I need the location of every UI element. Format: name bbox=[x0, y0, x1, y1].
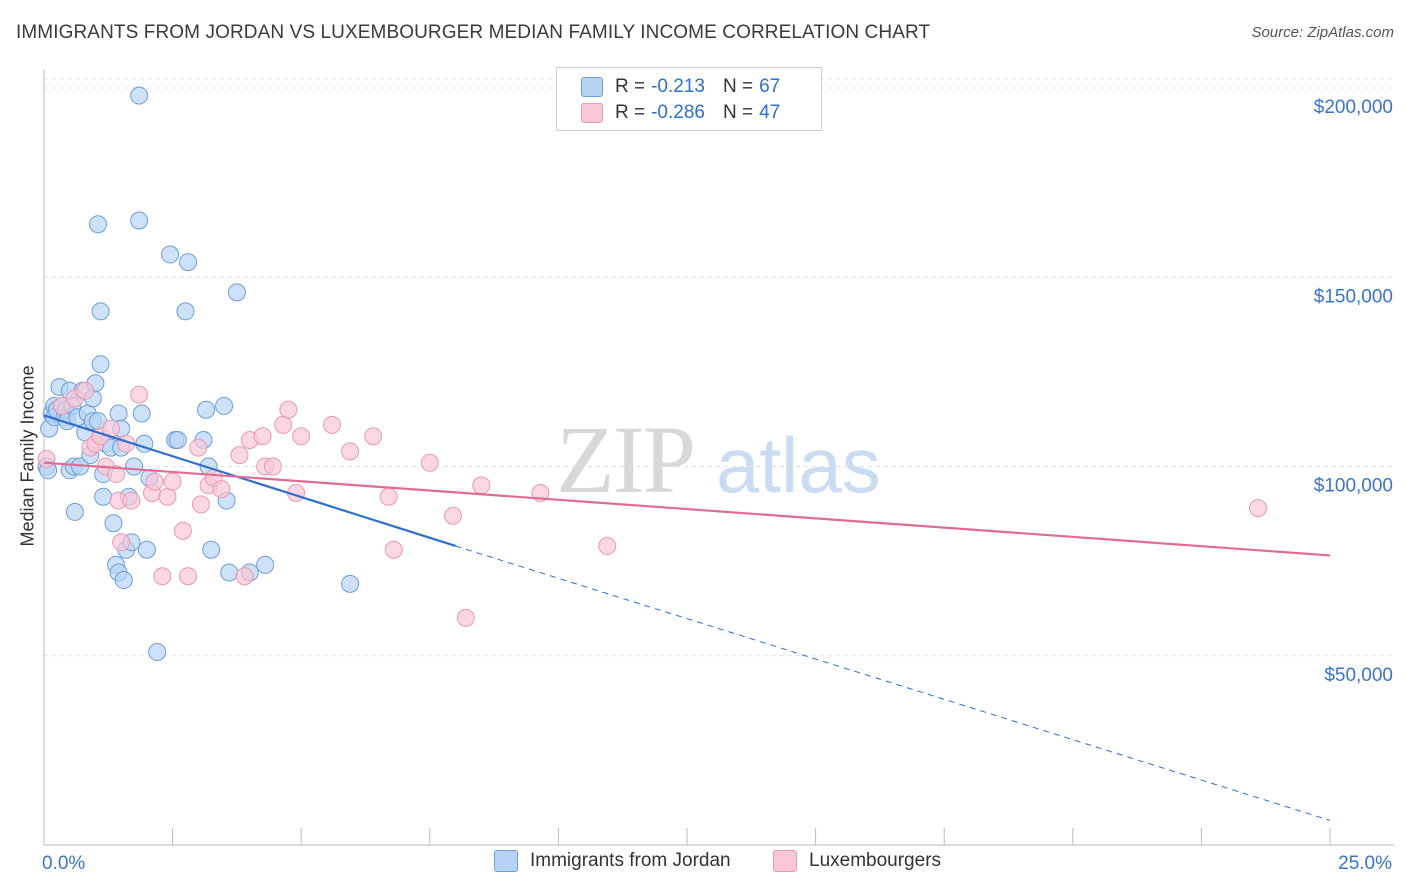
jordan-point bbox=[132, 404, 151, 423]
chart-title: IMMIGRANTS FROM JORDAN VS LUXEMBOURGER M… bbox=[16, 22, 931, 43]
legend-item-luxembourgers[interactable]: Luxembourgers bbox=[773, 850, 941, 872]
jordan-point bbox=[91, 355, 110, 374]
luxembourger-point bbox=[1248, 499, 1267, 518]
jordan-trend-line bbox=[455, 545, 1331, 821]
y-tick-label: $150,000 bbox=[1314, 286, 1393, 307]
watermark-zip: ZIP bbox=[556, 406, 694, 513]
jordan-point bbox=[137, 540, 156, 559]
jordan-point bbox=[109, 404, 128, 423]
luxembourger-point bbox=[263, 457, 282, 476]
r-value: -0.213 bbox=[651, 76, 705, 97]
luxembourger-point bbox=[191, 495, 210, 514]
y-tick-label: $100,000 bbox=[1314, 476, 1393, 497]
luxembourger-point bbox=[379, 487, 398, 506]
n-value: 47 bbox=[759, 102, 781, 123]
luxembourger-point bbox=[153, 567, 172, 586]
luxembourger-point bbox=[189, 438, 208, 457]
luxembourger-point bbox=[598, 536, 617, 555]
luxembourger-point bbox=[323, 415, 342, 434]
r-value: -0.286 bbox=[651, 102, 705, 123]
jordan-point bbox=[104, 514, 123, 533]
jordan-point bbox=[89, 215, 108, 234]
luxembourger-point bbox=[179, 567, 198, 586]
jordan-point bbox=[220, 563, 239, 582]
series-legend: Immigrants from Jordan Luxembourgers bbox=[0, 850, 1406, 878]
jordan-point bbox=[341, 574, 360, 593]
x-tick-label: 25.0% bbox=[1338, 853, 1392, 874]
r-label: R = bbox=[615, 102, 646, 123]
luxembourger-point bbox=[384, 540, 403, 559]
luxembourger-point bbox=[122, 491, 141, 510]
jordan-point bbox=[197, 400, 216, 419]
jordan-point bbox=[215, 396, 234, 415]
luxembourger-point bbox=[76, 381, 95, 400]
luxembourger-point bbox=[163, 472, 182, 491]
jordan-point bbox=[94, 487, 113, 506]
legend-item-jordan[interactable]: Immigrants from Jordan bbox=[494, 850, 731, 872]
jordan-point bbox=[114, 571, 133, 590]
jordan-point bbox=[91, 302, 110, 321]
jordan-swatch bbox=[494, 850, 518, 872]
y-axis-label: Median Family Income bbox=[17, 365, 38, 547]
luxembourger-point bbox=[274, 415, 293, 434]
jordan-point bbox=[161, 245, 180, 264]
stats-row-luxembourg: R = -0.286 N = 47 bbox=[581, 101, 781, 125]
n-value: 67 bbox=[759, 76, 781, 97]
luxembourger-point bbox=[107, 465, 126, 484]
luxembourger-point bbox=[456, 608, 475, 627]
jordan-point bbox=[179, 253, 198, 272]
jordan-point bbox=[168, 431, 187, 450]
stats-legend: R = -0.213 N = 67 R = -0.286 N = 47 bbox=[556, 67, 822, 131]
luxembourger-point bbox=[145, 472, 164, 491]
y-tick-label: $200,000 bbox=[1314, 97, 1393, 118]
luxembourger-point bbox=[364, 427, 383, 446]
luxembourger-point bbox=[292, 427, 311, 446]
n-label: N = bbox=[722, 102, 754, 123]
luxembourger-point bbox=[420, 453, 439, 472]
luxembourger-trend-line bbox=[43, 461, 1331, 557]
jordan-point bbox=[148, 642, 167, 661]
jordan-swatch bbox=[581, 77, 603, 97]
luxembourger-point bbox=[253, 427, 272, 446]
jordan-point bbox=[130, 211, 149, 230]
watermark-atlas: atlas bbox=[716, 421, 881, 509]
luxembourger-point bbox=[173, 521, 192, 540]
jordan-point bbox=[130, 86, 149, 105]
legend-label-luxembourgers: Luxembourgers bbox=[809, 850, 942, 871]
x-tick-label: 0.0% bbox=[42, 853, 85, 874]
r-label: R = bbox=[615, 76, 646, 97]
lux-swatch bbox=[773, 850, 797, 872]
jordan-point bbox=[227, 283, 246, 302]
luxembourger-point bbox=[212, 480, 231, 499]
chart-source: Source: ZipAtlas.com bbox=[1251, 24, 1394, 41]
stats-row-jordan: R = -0.213 N = 67 bbox=[581, 75, 781, 99]
legend-label-jordan: Immigrants from Jordan bbox=[530, 850, 731, 871]
luxembourger-point bbox=[130, 385, 149, 404]
jordan-point bbox=[176, 302, 195, 321]
luxembourger-point bbox=[341, 442, 360, 461]
jordan-point bbox=[202, 540, 221, 559]
luxembourger-point bbox=[158, 487, 177, 506]
y-tick-label: $50,000 bbox=[1324, 665, 1393, 686]
jordan-point bbox=[125, 457, 144, 476]
n-label: N = bbox=[722, 76, 754, 97]
luxembourger-point bbox=[235, 567, 254, 586]
luxembourger-point bbox=[230, 446, 249, 465]
jordan-point bbox=[256, 555, 275, 574]
luxembourger-point bbox=[37, 449, 56, 468]
luxembourger-point bbox=[279, 400, 298, 419]
luxembourger-point bbox=[472, 476, 491, 495]
jordan-trend-line bbox=[43, 414, 456, 548]
lux-swatch bbox=[581, 103, 603, 123]
luxembourger-point bbox=[112, 533, 131, 552]
luxembourger-point bbox=[443, 506, 462, 525]
jordan-point bbox=[65, 502, 84, 521]
